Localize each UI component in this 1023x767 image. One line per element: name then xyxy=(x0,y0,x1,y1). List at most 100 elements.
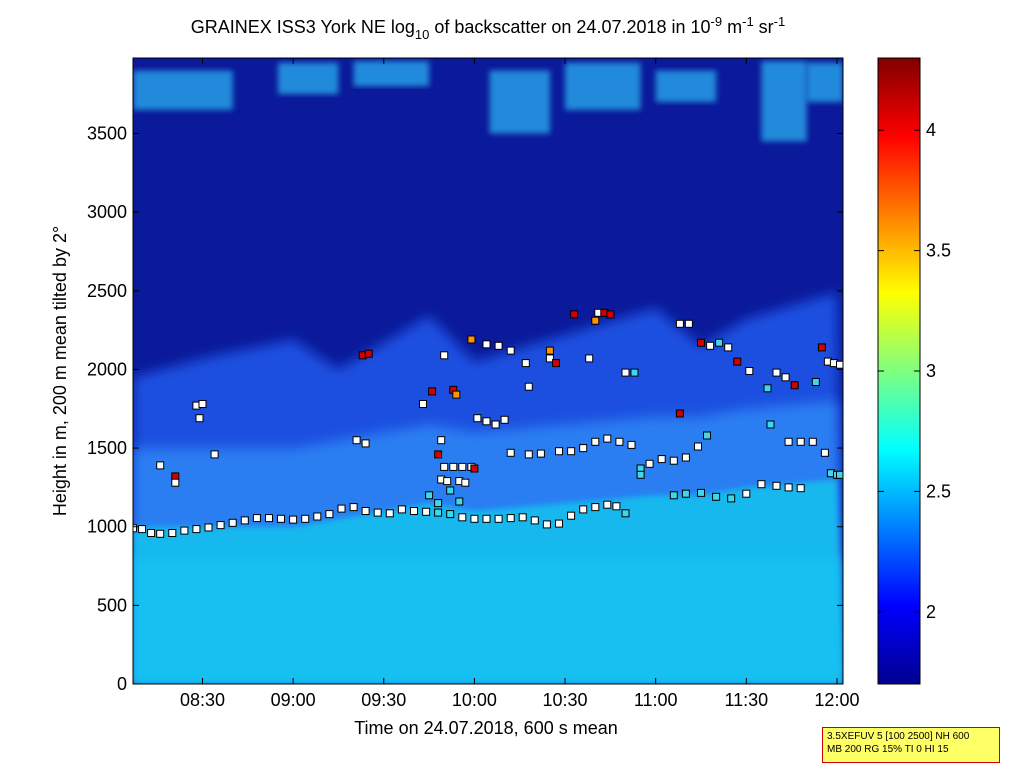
x-tick-label: 11:30 xyxy=(724,690,768,710)
upper-aerosol-patch xyxy=(761,61,807,142)
layer-marker xyxy=(555,447,563,456)
layer-marker xyxy=(428,387,437,396)
layer-marker xyxy=(240,516,249,525)
layer-marker xyxy=(567,511,576,520)
chart-title: GRAINEX ISS3 York NE log10 of backscatte… xyxy=(191,14,785,42)
layer-marker xyxy=(494,341,503,350)
layer-marker xyxy=(724,343,733,352)
layer-marker xyxy=(669,491,678,500)
layer-marker xyxy=(138,525,147,534)
layer-marker xyxy=(425,491,434,500)
layer-marker xyxy=(446,486,455,495)
layer-marker xyxy=(784,437,793,446)
layer-marker xyxy=(585,354,594,363)
layer-marker xyxy=(555,519,563,528)
layer-marker xyxy=(434,450,443,459)
layer-marker xyxy=(579,505,588,514)
layer-marker xyxy=(552,359,560,368)
upper-aerosol-patch xyxy=(489,70,550,134)
layer-marker xyxy=(437,436,446,445)
upper-aerosol-patch xyxy=(353,61,430,87)
layer-marker xyxy=(180,526,189,535)
x-tick-label: 09:30 xyxy=(361,690,406,710)
layer-marker xyxy=(458,513,467,522)
layer-marker xyxy=(470,514,479,523)
layer-marker xyxy=(675,409,684,418)
layer-marker xyxy=(820,448,829,457)
layer-marker xyxy=(325,510,334,519)
layer-marker xyxy=(796,484,805,493)
layer-marker xyxy=(482,417,491,426)
layer-marker xyxy=(796,437,805,446)
layer-marker xyxy=(373,508,382,517)
layer-marker xyxy=(228,518,237,527)
layer-marker xyxy=(615,437,624,446)
layer-marker xyxy=(301,514,310,523)
colorbar-tick-label: 3 xyxy=(926,361,936,381)
colorbar-gradient xyxy=(878,58,920,684)
y-tick-label: 2500 xyxy=(87,281,127,301)
x-tick-label: 12:00 xyxy=(814,690,859,710)
layer-marker xyxy=(440,351,449,360)
layer-marker xyxy=(603,500,612,509)
layer-marker xyxy=(467,335,476,344)
layer-marker xyxy=(491,420,500,429)
y-tick-label: 1500 xyxy=(87,438,127,458)
layer-marker xyxy=(385,509,394,518)
layer-marker xyxy=(252,514,261,523)
layer-marker xyxy=(397,505,406,514)
x-tick-label: 10:30 xyxy=(543,690,588,710)
surface-layer-band xyxy=(133,558,843,684)
x-tick-label: 08:30 xyxy=(180,690,225,710)
layer-marker xyxy=(694,442,702,451)
layer-marker xyxy=(669,456,678,465)
plot-area xyxy=(133,58,843,684)
layer-marker xyxy=(470,464,479,473)
layer-marker xyxy=(506,448,515,457)
colorbar-ticks: 2 2.5 3 3.5 4 xyxy=(878,120,951,622)
layer-marker xyxy=(675,319,684,328)
layer-marker xyxy=(706,341,715,350)
y-axis-label: Height in m, 200 m mean tilted by 2° xyxy=(50,226,70,516)
layer-marker xyxy=(440,462,449,471)
layer-marker xyxy=(422,507,431,516)
layer-marker xyxy=(482,340,491,349)
layer-marker xyxy=(530,516,539,525)
layer-marker xyxy=(836,360,843,369)
layer-marker xyxy=(210,450,219,459)
layer-marker xyxy=(524,382,533,391)
layer-marker xyxy=(697,338,705,347)
infobox-line-1: 3.5XEFUV 5 [100 2500] NH 600 xyxy=(827,731,970,742)
layer-marker xyxy=(524,450,533,459)
layer-marker xyxy=(697,488,705,497)
layer-marker xyxy=(289,515,298,524)
layer-marker xyxy=(156,461,165,470)
colorbar-tick-label: 4 xyxy=(926,120,936,140)
upper-aerosol-patch xyxy=(133,70,233,110)
layer-marker xyxy=(811,378,820,386)
layer-marker xyxy=(545,346,554,355)
layer-marker xyxy=(684,319,693,328)
layer-marker xyxy=(443,477,452,486)
colorbar-tick-label: 2 xyxy=(926,602,936,622)
x-tick-label: 10:00 xyxy=(452,690,497,710)
layer-marker xyxy=(579,444,588,453)
layer-marker xyxy=(742,489,751,498)
layer-marker xyxy=(494,514,503,523)
x-tick-label: 09:00 xyxy=(271,690,316,710)
layer-marker xyxy=(627,440,636,449)
layer-marker xyxy=(506,514,515,523)
layer-marker xyxy=(657,455,666,464)
colorbar: 2 2.5 3 3.5 4 xyxy=(877,57,951,685)
layer-marker xyxy=(461,478,470,487)
layer-marker xyxy=(542,520,551,529)
layer-marker xyxy=(681,489,690,498)
colorbar-tick-label: 2.5 xyxy=(926,481,951,501)
colorbar-tick-label: 3.5 xyxy=(926,241,951,261)
layer-marker xyxy=(506,346,515,355)
layer-marker xyxy=(766,420,775,429)
layer-marker xyxy=(603,434,612,443)
layer-marker xyxy=(567,447,576,456)
layer-marker xyxy=(772,481,781,490)
layer-marker xyxy=(446,510,455,519)
